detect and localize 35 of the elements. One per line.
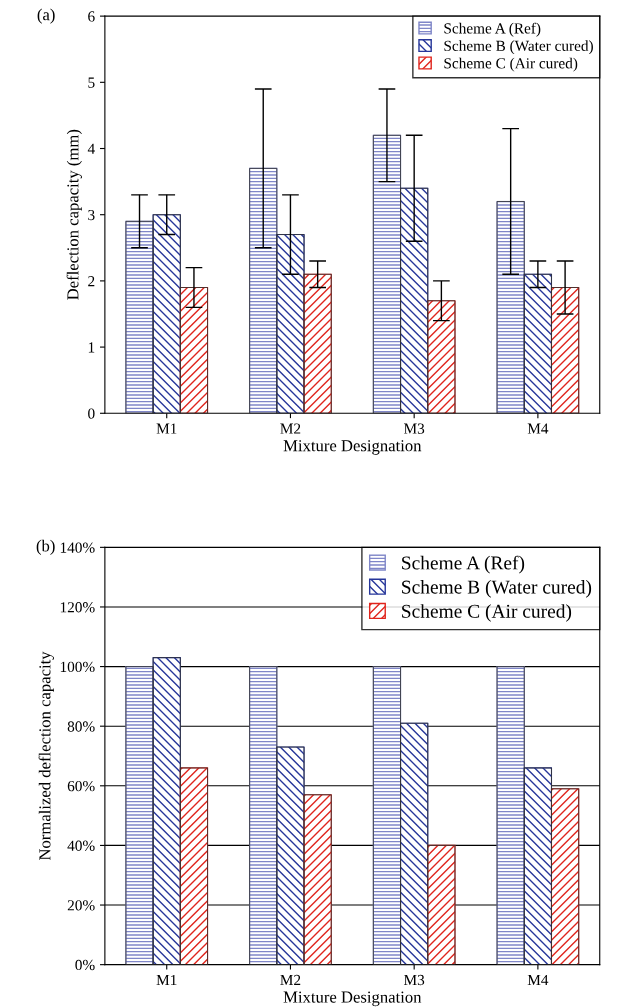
y-tick-label: 20% — [67, 900, 95, 911]
x-tick-label: M4 — [527, 423, 549, 434]
y-tick-label: 120% — [60, 602, 95, 613]
x-tick-label: M1 — [156, 974, 177, 985]
y-tick-label: 6 — [88, 11, 95, 22]
y-tick-label: 100% — [60, 661, 95, 673]
legend-label: Scheme B (Water cured) — [444, 40, 593, 55]
x-tick-label: M1 — [156, 423, 177, 434]
y-tick-label: 1 — [88, 342, 95, 353]
y-axis-title: Normalized deflection capacity — [38, 651, 54, 861]
legend-label: Scheme A (Ref) — [444, 22, 541, 37]
y-tick-label: 5 — [88, 77, 95, 88]
legend-label: Scheme C (Air cured) — [444, 57, 578, 72]
x-tick-label: M4 — [527, 974, 549, 985]
x-axis-title: Mixture Designation — [283, 991, 422, 1007]
text: (b) — [36, 539, 55, 555]
x-tick-label: M2 — [280, 423, 301, 434]
y-tick-label: 0% — [75, 959, 95, 971]
legend-label: Scheme C (Air cured) — [402, 604, 572, 622]
text: (a) — [37, 8, 55, 24]
x-tick-label: M3 — [403, 974, 425, 986]
x-tick-label: M2 — [280, 974, 301, 985]
y-tick-label: 40% — [67, 840, 95, 851]
x-axis-title: Mixture Designation — [283, 440, 422, 455]
y-axis-title: Deflection capacity (mm) — [66, 129, 82, 300]
y-tick-label: 140% — [60, 542, 95, 553]
y-tick-label: 2 — [88, 276, 95, 287]
x-tick-label: M3 — [403, 423, 425, 434]
y-tick-label: 60% — [67, 780, 95, 792]
legend-label: Scheme A (Ref) — [402, 555, 525, 574]
y-tick-label: 4 — [87, 143, 95, 154]
y-tick-label: 3 — [88, 209, 95, 221]
legend-label: Scheme B (Water cured) — [402, 579, 592, 598]
y-tick-label: 0 — [88, 408, 95, 419]
y-tick-label: 80% — [67, 721, 95, 732]
